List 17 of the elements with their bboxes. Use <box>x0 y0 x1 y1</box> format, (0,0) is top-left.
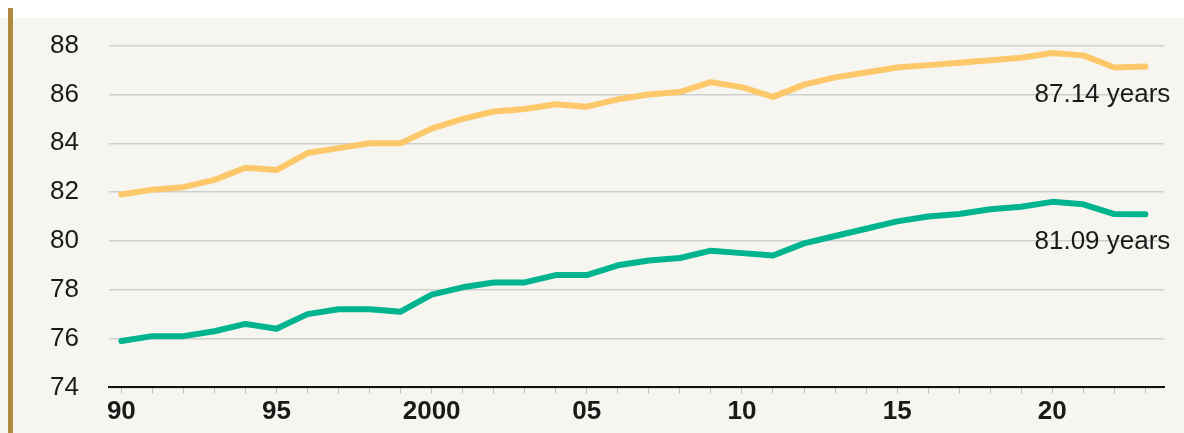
x-tick-label: 05 <box>572 395 602 426</box>
x-tick-label: 10 <box>727 395 757 426</box>
x-tick-label: 90 <box>106 395 136 426</box>
y-tick-label: 84 <box>50 126 79 157</box>
y-tick-label: 86 <box>50 77 79 108</box>
x-tick-label: 2000 <box>402 395 461 426</box>
y-tick-label: 78 <box>50 272 79 303</box>
y-tick-label: 76 <box>50 321 79 352</box>
y-tick-label: 80 <box>50 224 79 255</box>
x-tick-label: 15 <box>882 395 912 426</box>
annotation: 87.14 years <box>1034 77 1171 108</box>
y-tick-label: 82 <box>50 175 79 206</box>
y-tick-label: 74 <box>50 370 79 401</box>
x-tick-label: 95 <box>262 395 291 426</box>
x-tick-label: 20 <box>1037 395 1067 426</box>
annotation: 81.09 years <box>1034 225 1171 256</box>
y-tick-label: 88 <box>50 28 79 59</box>
